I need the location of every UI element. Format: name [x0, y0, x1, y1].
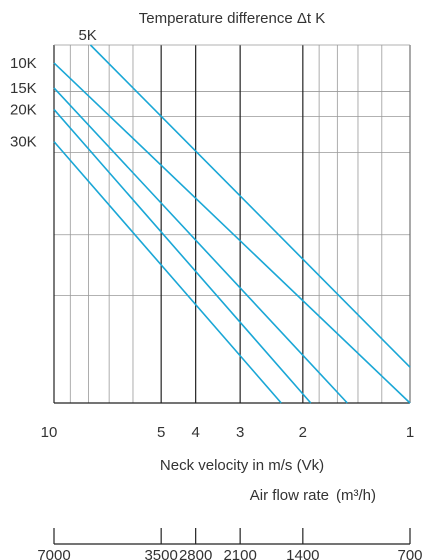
- series-label-20k: 20K: [10, 101, 37, 118]
- airflow-unit: (m³/h): [336, 487, 376, 504]
- chart-grid: [53, 44, 411, 404]
- velocity-tick-label: 3: [236, 424, 244, 441]
- series-label-5k: 5K: [78, 27, 96, 44]
- airflow-label: Air flow rate: [250, 487, 329, 504]
- x-axis-label: Neck velocity in m/s (Vk): [160, 457, 324, 474]
- series-line-5k: [89, 44, 411, 368]
- airflow-tick-label: 1400: [286, 547, 319, 560]
- airflow-tick-label: 2100: [223, 547, 256, 560]
- airflow-tick-label: 3500: [144, 547, 177, 560]
- velocity-tick-label: 1: [406, 424, 414, 441]
- series-label-30k: 30K: [10, 134, 37, 151]
- series-line-10k: [53, 62, 411, 404]
- chart-title: Temperature difference Δt K: [139, 10, 326, 27]
- airflow-axis-title: Air flow rate (m³/h): [250, 487, 376, 504]
- airflow-tick-label: 700: [397, 547, 422, 560]
- velocity-tick-label: 2: [299, 424, 307, 441]
- series-label-15k: 15K: [10, 80, 37, 97]
- velocity-tick-label: 10: [41, 424, 58, 441]
- airflow-tick-label: 2800: [179, 547, 212, 560]
- series-lines: [53, 44, 411, 404]
- airflow-axis: 7000 3500 2800 2100 1400 700: [37, 528, 423, 560]
- series-label-10k: 10K: [10, 55, 37, 72]
- velocity-tick-labels: 10 5 4 3 2 1: [41, 424, 415, 441]
- series-labels: 5K 10K 15K 20K 30K: [10, 27, 97, 151]
- velocity-tick-label: 4: [191, 424, 199, 441]
- airflow-tick-label: 7000: [37, 547, 70, 560]
- series-line-20k: [53, 108, 312, 404]
- velocity-tick-label: 5: [157, 424, 165, 441]
- series-line-15k: [53, 87, 348, 404]
- series-line-30k: [53, 141, 282, 404]
